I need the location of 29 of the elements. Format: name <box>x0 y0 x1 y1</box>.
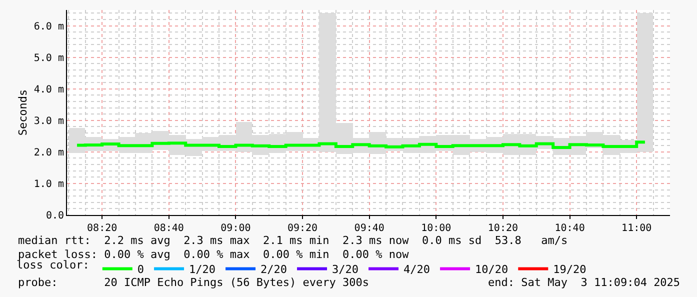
x-tick-label: 08:20 <box>87 223 118 234</box>
y-tick-label: 2.0 m <box>34 147 64 158</box>
legend-label: 0 <box>137 263 144 276</box>
legend-label: 10/20 <box>475 263 508 276</box>
y-axis-title: Seconds <box>16 89 30 136</box>
y-tick-label: 0.0 <box>46 210 64 222</box>
text: packet loss: 0.00 % avg 0.00 % max 0.00 % min 0.00 % now <box>18 248 410 261</box>
text: median rtt: 2.2 ms avg 2.3 ms max 2.1 ms min 2.3 ms now 0.0 ms sd 53.8 am/s <box>18 234 568 247</box>
legend-label: 4/20 <box>404 263 430 276</box>
text: end: Sat May 3 11:09:04 2025 <box>488 276 680 289</box>
y-tick-label: 4.0 m <box>34 84 64 96</box>
legend-label: 1/20 <box>189 263 216 276</box>
x-tick-label: 09:40 <box>354 223 384 234</box>
legend-label: 3/20 <box>332 263 359 276</box>
x-tick-label: 11:00 <box>622 223 652 234</box>
legend-label: 19/20 <box>553 263 586 276</box>
x-tick-label: 08:40 <box>154 223 184 234</box>
legend-label: 2/20 <box>260 263 288 276</box>
x-tick-label: 10:40 <box>554 223 585 234</box>
x-tick-label: 10:00 <box>421 223 452 234</box>
y-tick-label: 6.0 m <box>34 21 64 32</box>
x-tick-label: 09:00 <box>220 223 251 234</box>
text: probe: 20 ICMP Echo Pings (56 Bytes) every 300s <box>18 276 369 289</box>
y-tick-label: 3.0 m <box>34 116 64 127</box>
x-tick-label: 10:20 <box>488 223 518 234</box>
y-tick-label: 1.0 m <box>34 178 64 190</box>
y-tick-label: 5.0 m <box>34 52 64 64</box>
legend-title: loss color: <box>16 258 90 272</box>
x-tick-label: 09:20 <box>287 223 318 234</box>
